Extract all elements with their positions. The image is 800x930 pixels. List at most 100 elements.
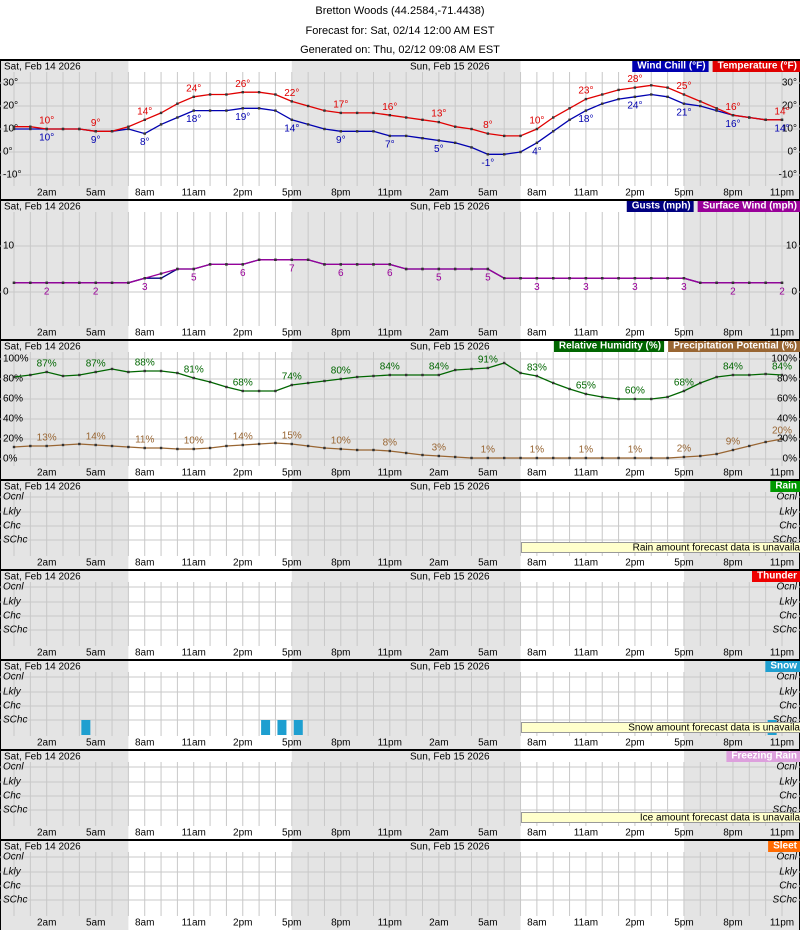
y-tick-label: -10° <box>3 170 21 181</box>
day-label: Sun, Feb 15 2026 <box>410 62 490 73</box>
data-label: 1% <box>481 445 496 456</box>
y-level-label: Lkly <box>3 777 22 788</box>
point-dot <box>421 137 424 140</box>
point-dot <box>257 258 261 261</box>
y-level-label: Chc <box>779 611 797 622</box>
data-label: 3 <box>583 282 589 293</box>
data-label: 84% <box>429 362 449 373</box>
night-shade <box>0 570 129 660</box>
point-dot <box>208 109 212 112</box>
x-tick-label: 8pm <box>723 918 742 929</box>
y-level-label: Chc <box>3 881 21 892</box>
point-dot <box>176 371 179 375</box>
point-dot <box>666 86 669 89</box>
point-dot <box>339 130 342 133</box>
probability-bar <box>81 720 91 735</box>
point-dot <box>404 116 408 119</box>
x-tick-label: 5pm <box>674 468 693 479</box>
point-dot <box>274 258 277 261</box>
point-dot <box>274 93 277 96</box>
x-tick-label: 2pm <box>233 828 252 839</box>
x-tick-label: 8pm <box>723 468 742 479</box>
point-dot <box>699 104 702 108</box>
data-label: 1% <box>628 445 643 456</box>
point-dot <box>682 277 686 280</box>
point-dot <box>159 369 163 373</box>
point-dot <box>519 150 522 154</box>
point-dot <box>470 267 473 271</box>
x-tick-label: 2pm <box>233 468 252 479</box>
legend-label: Thunder <box>757 571 797 582</box>
x-tick-label: 2am <box>37 738 56 749</box>
x-tick-label: 2pm <box>625 738 644 749</box>
data-label: -1° <box>481 158 494 169</box>
data-label: 24° <box>186 83 201 94</box>
point-dot <box>192 267 195 271</box>
x-tick-label: 2am <box>37 918 56 929</box>
point-dot <box>225 385 228 389</box>
point-dot <box>355 130 359 133</box>
x-tick-label: 5am <box>86 828 105 839</box>
x-tick-label: 11am <box>182 468 206 479</box>
point-dot <box>453 141 457 144</box>
point-dot <box>127 125 130 128</box>
point-dot <box>404 451 408 455</box>
x-tick-label: 2pm <box>625 918 644 929</box>
x-tick-label: 8pm <box>723 558 742 569</box>
point-dot <box>486 456 490 460</box>
point-dot <box>584 392 588 396</box>
data-label: 83% <box>527 363 547 374</box>
point-dot <box>274 441 277 445</box>
x-tick-label: 5pm <box>674 918 693 929</box>
x-tick-label: 2pm <box>625 648 644 659</box>
point-dot <box>257 442 261 446</box>
point-dot <box>470 456 473 460</box>
point-dot <box>633 277 637 280</box>
point-dot <box>633 95 637 98</box>
point-dot <box>437 120 441 124</box>
point-dot <box>61 443 65 447</box>
x-tick-label: 2am <box>37 648 56 659</box>
point-dot <box>257 91 261 94</box>
point-dot <box>388 134 392 138</box>
night-shade <box>0 200 129 340</box>
point-dot <box>568 118 571 121</box>
y-level-label: Lkly <box>3 507 22 518</box>
x-tick-label: 8am <box>135 328 154 339</box>
point-dot <box>682 455 686 459</box>
y-tick-label: -10° <box>779 170 797 181</box>
x-tick-label: 11am <box>574 648 598 659</box>
y-tick-label: 40% <box>3 414 23 425</box>
day-label: Sat, Feb 14 2026 <box>4 572 81 583</box>
x-tick-label: 2pm <box>625 828 644 839</box>
point-dot <box>388 449 392 453</box>
generated-on: Generated on: Thu, 02/12 09:08 AM EST <box>300 44 500 56</box>
point-dot <box>633 456 637 460</box>
y-level-label: Lkly <box>3 597 22 608</box>
data-label: 3 <box>142 282 148 293</box>
data-label: 5 <box>485 273 491 284</box>
legend-label: Snow <box>770 661 797 672</box>
data-label: 80% <box>331 366 351 377</box>
point-dot <box>110 367 114 371</box>
x-tick-label: 5am <box>478 918 497 929</box>
point-dot <box>290 442 293 446</box>
x-tick-label: 11pm <box>378 188 402 199</box>
x-tick-label: 11pm <box>378 648 402 659</box>
point-dot <box>682 102 686 105</box>
y-tick-label: 100% <box>771 354 797 365</box>
data-label: 28° <box>627 74 642 85</box>
data-label: 60% <box>625 386 645 397</box>
point-dot <box>127 445 130 449</box>
point-dot <box>780 118 784 121</box>
day-label: Sun, Feb 15 2026 <box>410 842 490 853</box>
point-dot <box>601 277 604 280</box>
legend-label: Wind Chill (°F) <box>637 61 705 72</box>
point-dot <box>355 448 359 452</box>
point-dot <box>552 130 555 133</box>
point-dot <box>715 452 718 456</box>
x-tick-label: 11am <box>574 328 598 339</box>
y-tick-label: 40% <box>777 414 797 425</box>
x-tick-label: 11am <box>182 648 206 659</box>
